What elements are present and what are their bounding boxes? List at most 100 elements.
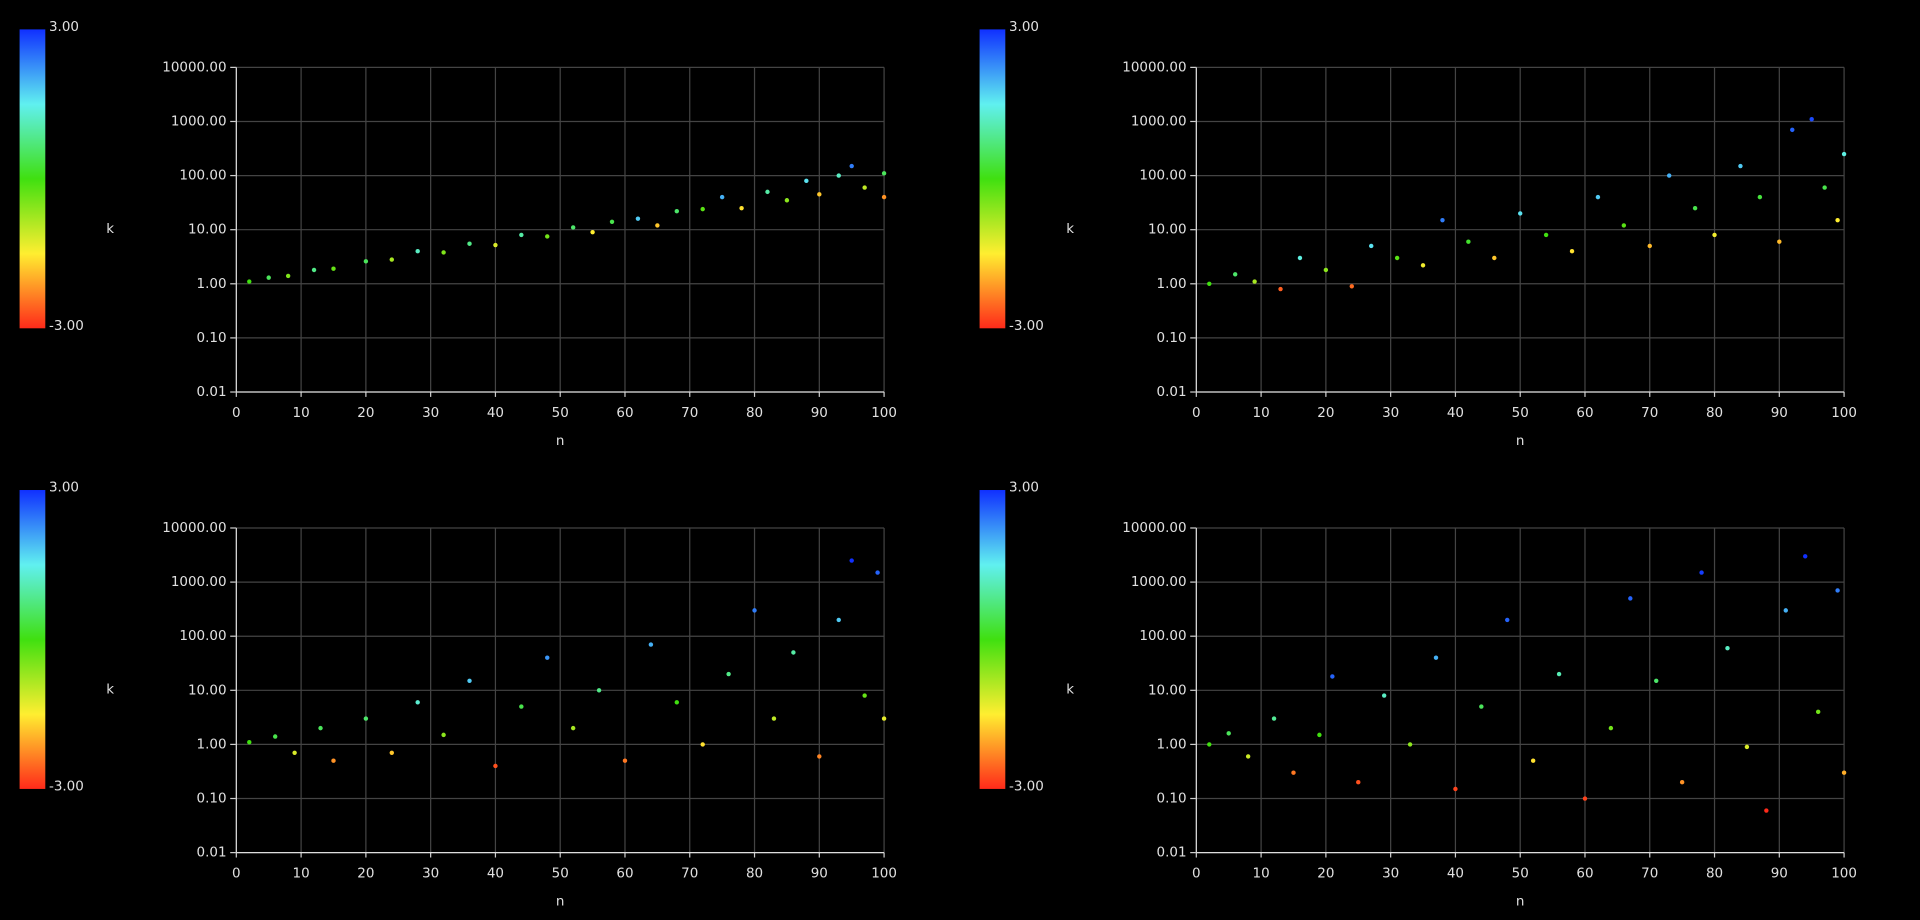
x-tick-label: 80 [746, 405, 763, 421]
point [875, 570, 880, 575]
point [1608, 725, 1614, 731]
point [1725, 645, 1730, 651]
point [752, 608, 757, 613]
point [881, 171, 887, 176]
y-tick-label: 10000.00 [162, 520, 226, 536]
point [881, 194, 887, 200]
point [622, 758, 628, 763]
y-tick-label: 1000.00 [171, 113, 227, 129]
point [836, 173, 841, 178]
point [1271, 716, 1277, 721]
point [292, 750, 297, 755]
panel: 3.00 -3.00 0.01 0.10 1.00 10.00 100.00 1000.00 1… [19, 19, 897, 449]
point [1407, 742, 1413, 747]
point [1757, 194, 1763, 200]
point [285, 273, 291, 279]
colorbar [19, 490, 46, 789]
y-axis-label: k [1066, 682, 1074, 698]
x-tick-label: 90 [1771, 405, 1788, 421]
panel: 3.00 -3.00 0.01 0.10 1.00 10.00 100.00 1000.00 1… [979, 19, 1857, 449]
point [817, 192, 822, 197]
point [247, 279, 252, 284]
y-tick-label: 1000.00 [1131, 113, 1187, 129]
point [1621, 223, 1627, 228]
point [635, 216, 641, 221]
point [849, 558, 854, 563]
colorbar-label: -3.00 [1009, 778, 1044, 794]
x-tick-label: 50 [552, 405, 569, 421]
point [1809, 117, 1814, 122]
point [441, 250, 446, 255]
point [596, 688, 602, 693]
point [415, 700, 420, 705]
x-tick-label: 70 [681, 405, 698, 421]
y-axis-label: k [106, 682, 114, 698]
point [1543, 232, 1549, 238]
point [545, 655, 550, 660]
y-tick-label: 1000.00 [1131, 574, 1187, 590]
point [1245, 754, 1251, 759]
x-tick-label: 60 [616, 405, 633, 421]
y-tick-label: 1.00 [1157, 736, 1187, 752]
x-tick-label: 30 [1382, 865, 1399, 881]
x-tick-label: 10 [293, 865, 310, 881]
point [674, 700, 680, 705]
y-tick-label: 0.01 [197, 845, 227, 861]
y-tick-label: 1.00 [197, 736, 227, 752]
point [266, 275, 271, 280]
point [272, 734, 278, 739]
point [1440, 217, 1445, 223]
x-tick-label: 0 [232, 405, 241, 421]
point [247, 739, 252, 745]
point [836, 617, 841, 623]
y-tick-label: 1.00 [1157, 276, 1187, 292]
point [570, 225, 576, 230]
x-tick-label: 10 [293, 405, 310, 421]
y-tick-label: 0.10 [1157, 330, 1187, 346]
point [389, 257, 394, 262]
x-axis-label: n [1516, 894, 1525, 910]
point [1790, 127, 1795, 133]
x-tick-label: 50 [552, 865, 569, 881]
x-tick-label: 30 [422, 405, 439, 421]
y-tick-label: 0.01 [1157, 845, 1187, 861]
y-tick-label: 100.00 [179, 628, 226, 644]
colorbar-label: 3.00 [49, 19, 79, 35]
point [311, 267, 317, 273]
point [545, 234, 550, 239]
y-axis-label: k [106, 221, 114, 237]
point [1712, 232, 1717, 238]
x-axis-label: n [1516, 433, 1525, 449]
colorbar-label: 3.00 [1009, 19, 1039, 35]
point [784, 198, 790, 203]
point [1252, 279, 1257, 284]
point [1783, 608, 1788, 613]
x-tick-label: 90 [1771, 865, 1788, 881]
x-tick-label: 50 [1512, 405, 1529, 421]
point [1207, 742, 1212, 747]
point [1699, 570, 1704, 575]
y-tick-label: 10.00 [1148, 222, 1187, 238]
point [1330, 674, 1335, 679]
point [1369, 243, 1374, 249]
x-tick-label: 30 [1382, 405, 1399, 421]
y-axis-label: k [1066, 221, 1074, 237]
x-tick-label: 70 [1641, 865, 1658, 881]
y-tick-label: 0.10 [197, 330, 227, 346]
point [1841, 770, 1847, 775]
x-axis-label: n [556, 433, 565, 449]
x-tick-label: 20 [357, 405, 374, 421]
x-tick-label: 40 [487, 865, 504, 881]
point [771, 716, 777, 721]
panel: 3.00 -3.00 0.01 0.10 1.00 10.00 100.00 1000.00 1… [19, 480, 897, 910]
x-tick-label: 10 [1253, 405, 1270, 421]
point [648, 642, 654, 647]
point [441, 732, 446, 738]
point [1207, 281, 1212, 287]
point [1381, 693, 1387, 698]
point [726, 671, 731, 677]
point [331, 758, 336, 763]
point [609, 219, 615, 224]
point [1835, 588, 1840, 593]
